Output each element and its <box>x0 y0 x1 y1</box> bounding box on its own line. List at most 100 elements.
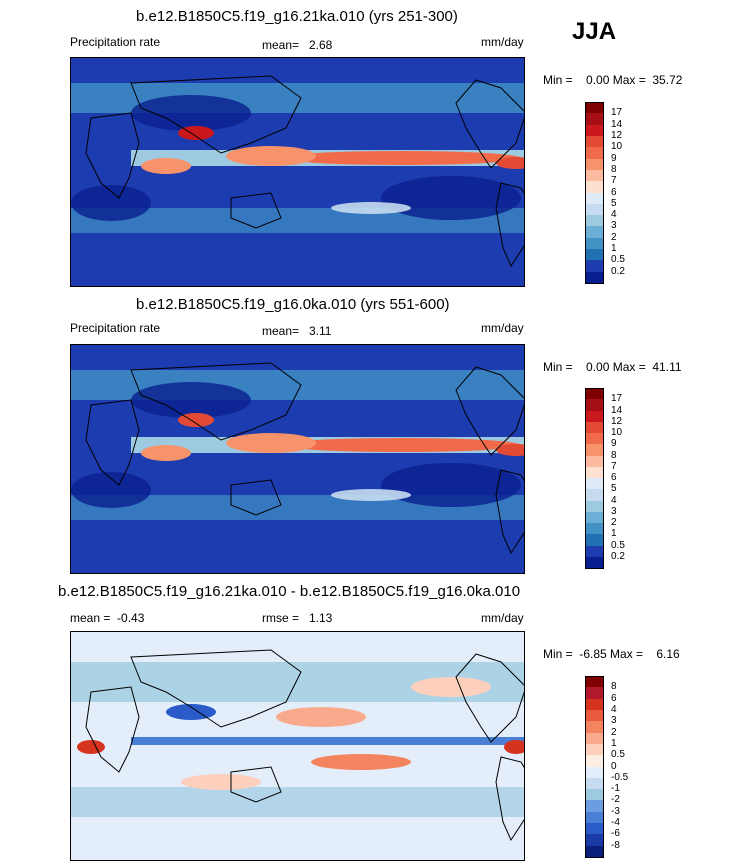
map-svg <box>71 58 524 286</box>
coastline <box>230 479 282 516</box>
panel1-units: mm/day <box>481 35 524 49</box>
colorbar-tick-label: -3 <box>611 805 620 817</box>
panel1-mean-value: 2.68 <box>309 38 333 52</box>
colorbar-cell <box>585 237 604 250</box>
colorbar-cell <box>585 169 604 182</box>
panel3-minmax: Min = -6.85 Max = 6.16 <box>543 647 680 661</box>
colorbar-tick-label: 8 <box>611 449 617 461</box>
colorbar-cell <box>585 192 604 205</box>
panel1-colorbar: 17 14 12 10 9 8 7 6 5 4 3 2 1 0.5 0.2 <box>585 102 645 284</box>
colorbar-tick-label: 4 <box>611 209 617 221</box>
colorbar-tick-label: 9 <box>611 438 617 450</box>
colorbar-cell <box>585 478 604 490</box>
colorbar-cell <box>585 834 604 847</box>
panel1-mean-label: mean= <box>262 38 300 52</box>
colorbar-cell <box>585 789 604 801</box>
colorbar-cell <box>585 113 604 126</box>
colorbar-tick-label: 6 <box>611 472 617 483</box>
colorbar-cell <box>585 556 604 569</box>
map-svg <box>71 345 524 573</box>
colorbar-tick-label: 17 <box>611 107 623 119</box>
colorbar-tick-label: 12 <box>611 129 623 141</box>
colorbar-tick-label: 2 <box>611 726 617 738</box>
panel2-units: mm/day <box>481 321 524 335</box>
colorbar-tick-label: 0.2 <box>611 265 625 277</box>
panel3-colorbar: 8 6 4 3 2 1 0.5 0 -0.5 -1 -2 -3 -4 -6 -8 <box>585 676 645 858</box>
colorbar-cell <box>585 410 604 423</box>
colorbar-cell <box>585 271 604 284</box>
panel2-map <box>70 344 525 574</box>
colorbar-cell <box>585 755 604 767</box>
colorbar-cell <box>585 260 604 273</box>
colorbar-tick-label: 8 <box>611 681 617 693</box>
colorbar-cell <box>585 511 604 524</box>
coastline <box>85 686 140 773</box>
colorbar-cell <box>585 249 604 261</box>
colorbar-tick-label: 6 <box>611 692 617 704</box>
panel3-rmse-label: rmse = <box>262 611 300 625</box>
colorbar-cell <box>585 388 604 400</box>
colorbar-cell <box>585 215 604 227</box>
panel1-minmax: Min = 0.00 Max = 35.72 <box>543 73 683 87</box>
colorbar-tick-label: -8 <box>611 839 620 851</box>
panel3-rmse-value: 1.13 <box>309 611 333 625</box>
coastline <box>130 649 302 728</box>
colorbar-cell <box>585 455 604 468</box>
colorbar-cell <box>585 203 604 216</box>
colorbar-cell <box>585 676 604 688</box>
colorbar-tick-label: -2 <box>611 794 620 806</box>
panel2-title: b.e12.B1850C5.f19_g16.0ka.010 (yrs 551-6… <box>136 296 450 313</box>
colorbar-tick-label: -4 <box>611 817 620 829</box>
season-label: JJA <box>572 18 617 45</box>
colorbar-cell <box>585 158 604 171</box>
colorbar-cell <box>585 466 604 479</box>
panel2-variable-label: Precipitation rate <box>70 321 161 335</box>
colorbar-cell <box>585 743 604 756</box>
panel1-map <box>70 57 525 287</box>
colorbar-cell <box>585 766 604 779</box>
colorbar-tick-label: 0.5 <box>611 749 625 761</box>
colorbar-cell <box>585 811 604 824</box>
colorbar-cell <box>585 823 604 835</box>
colorbar-tick-label: -1 <box>611 783 620 795</box>
colorbar-cell <box>585 421 604 434</box>
colorbar-cell <box>585 433 604 445</box>
colorbar-tick-label: 0 <box>611 760 617 772</box>
panel3-title: b.e12.B1850C5.f19_g16.21ka.010 - b.e12.B… <box>58 583 521 600</box>
colorbar-cell <box>585 226 604 239</box>
coastline <box>85 112 140 199</box>
colorbar-tick-label: -6 <box>611 828 620 840</box>
coastline <box>455 653 524 743</box>
colorbar-tick-label: 3 <box>611 505 617 517</box>
colorbar-tick-label: 5 <box>611 197 617 209</box>
colorbar-tick-label: 3 <box>611 220 617 232</box>
colorbar-cell <box>585 399 604 411</box>
colorbar-cell <box>585 721 604 734</box>
map-svg <box>71 632 524 860</box>
colorbar-tick-label: 14 <box>611 118 623 130</box>
colorbar-tick-label: 0.5 <box>611 254 625 266</box>
panel3-map <box>70 631 525 861</box>
colorbar-tick-label: 4 <box>611 703 617 715</box>
panel3-units: mm/day <box>481 611 524 625</box>
colorbar-tick-label: 8 <box>611 163 617 175</box>
coastline <box>230 766 282 803</box>
colorbar-cell <box>585 181 604 193</box>
colorbar-cell <box>585 489 604 501</box>
colorbar-tick-label: 14 <box>611 404 623 416</box>
coastline <box>85 399 140 486</box>
colorbar-tick-label: 1 <box>611 528 617 540</box>
coastline <box>130 75 302 154</box>
colorbar-tick-label: 0.2 <box>611 550 625 562</box>
colorbar-cell <box>585 732 604 745</box>
colorbar-tick-label: 4 <box>611 494 617 506</box>
coastline <box>495 756 524 842</box>
coastline <box>230 192 282 229</box>
coastline <box>130 362 302 441</box>
colorbar-cell <box>585 777 604 790</box>
colorbar-tick-label: 5 <box>611 483 617 495</box>
colorbar-tick-label: 10 <box>611 427 623 438</box>
coastline <box>455 366 524 456</box>
panel2-colorbar: 17 14 12 10 9 8 7 6 5 4 3 2 1 0.5 0.2 <box>585 388 645 569</box>
colorbar-tick-label: 12 <box>611 415 623 427</box>
